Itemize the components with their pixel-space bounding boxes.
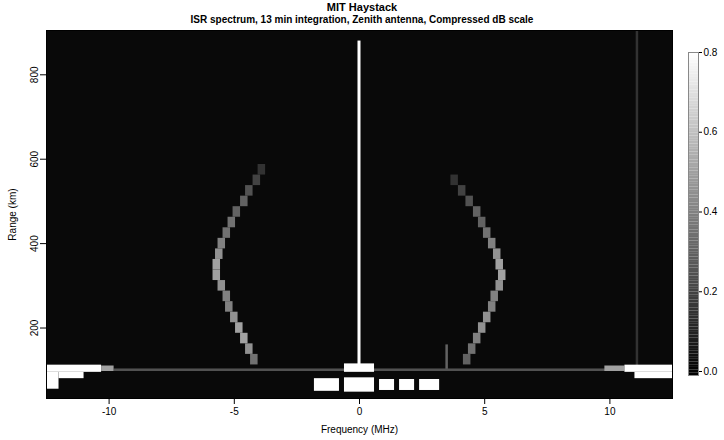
html-text:ISR spectrum, 13 min integrati: ISR spectrum, 13 min integration, Zenith… xyxy=(190,14,534,25)
svg-text:0.4: 0.4 xyxy=(704,206,718,217)
svg-text:Frequency (MHz): Frequency (MHz) xyxy=(321,424,398,435)
svg-text:200: 200 xyxy=(29,319,40,336)
svg-text:400: 400 xyxy=(29,235,40,252)
svg-text:0.2: 0.2 xyxy=(704,286,718,297)
svg-text:0.0: 0.0 xyxy=(704,366,718,377)
svg-text:10: 10 xyxy=(604,406,616,417)
svg-text:600: 600 xyxy=(29,150,40,167)
svg-text:5: 5 xyxy=(482,406,488,417)
html-text:MIT Haystack: MIT Haystack xyxy=(326,1,398,13)
svg-text:-10: -10 xyxy=(102,406,117,417)
svg-text:Range (km): Range (km) xyxy=(7,188,18,240)
svg-text:-5: -5 xyxy=(230,406,239,417)
svg-text:0: 0 xyxy=(357,406,363,417)
svg-text:0.6: 0.6 xyxy=(704,126,718,137)
svg-text:0.8: 0.8 xyxy=(704,47,718,58)
svg-text:800: 800 xyxy=(29,66,40,83)
